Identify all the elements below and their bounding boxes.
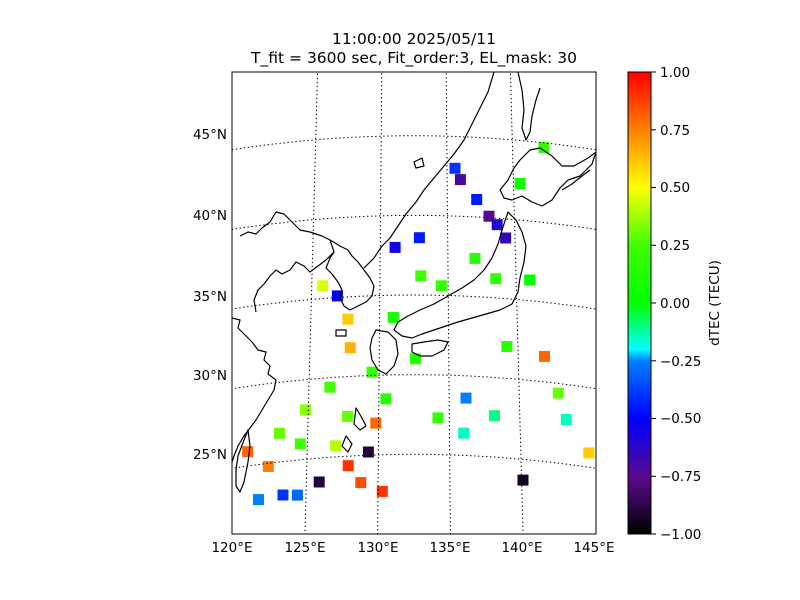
lon-tick-label: 145°E xyxy=(573,540,614,556)
colorbar-tick-label: 0.00 xyxy=(660,296,690,312)
dtec-cell xyxy=(560,414,572,425)
lat-tick-label: 30°N xyxy=(193,368,227,384)
dtec-cell xyxy=(313,476,325,488)
dtec-cell xyxy=(524,274,536,286)
colorbar-tick-label: 0.50 xyxy=(660,180,690,196)
coastline-shikoku xyxy=(411,339,449,357)
dtec-cell xyxy=(432,412,444,424)
dtec-cell xyxy=(454,174,466,186)
coastline-ryukyu xyxy=(353,407,367,431)
dtec-cell xyxy=(458,427,470,439)
dtec-observations xyxy=(242,142,595,506)
lon-tick-label: 130°E xyxy=(357,540,398,556)
lat-tick-label: 45°N xyxy=(193,127,227,143)
coastline-jeju xyxy=(335,329,347,337)
dtec-cell xyxy=(387,312,399,323)
dtec-cell xyxy=(449,162,461,174)
dtec-cell xyxy=(294,438,306,450)
dtec-cell xyxy=(501,341,513,352)
parallel-line xyxy=(232,294,596,310)
dtec-cell xyxy=(376,485,388,497)
coastline-china xyxy=(232,317,277,463)
coastlines xyxy=(232,72,596,493)
parallel-line xyxy=(232,214,596,230)
dtec-cell xyxy=(300,404,311,416)
coastline-kyushu xyxy=(369,329,399,375)
colorbar-tick-label: −0.75 xyxy=(660,469,701,485)
dtec-cell xyxy=(242,446,254,458)
dtec-cell xyxy=(324,381,336,393)
dtec-cell xyxy=(344,342,356,354)
dtec-cell xyxy=(483,210,495,222)
coastline-okinawa xyxy=(341,435,353,453)
lon-tick-label: 120°E xyxy=(211,540,252,556)
dtec-cell xyxy=(362,446,374,458)
colorbar-tick-label: 0.75 xyxy=(660,123,690,139)
coastline-primorye xyxy=(363,72,495,269)
dtec-cell xyxy=(413,232,425,244)
coastline-korea-liaodong xyxy=(239,211,335,313)
dtec-cell xyxy=(514,178,526,189)
colorbar-tick-label: −1.00 xyxy=(660,527,701,543)
parallel-line xyxy=(232,374,596,390)
dtec-cell xyxy=(490,273,502,285)
lon-tick-label: 125°E xyxy=(284,540,325,556)
map-background xyxy=(232,72,596,534)
dtec-cell xyxy=(538,142,550,154)
colorbar-gradient xyxy=(627,71,652,535)
coastline-hokkaido xyxy=(499,147,596,207)
coastline-taiwan xyxy=(235,429,251,493)
dtec-cell xyxy=(342,410,354,422)
coastline-korea xyxy=(325,239,375,311)
dtec-cell xyxy=(409,353,421,365)
dtec-cell xyxy=(253,494,264,506)
lat-tick-label: 40°N xyxy=(193,208,227,224)
dtec-cell xyxy=(342,460,354,472)
dtec-cell xyxy=(500,232,512,244)
chart-subtitle: T_fit = 3600 sec, Fit_order:3, EL_mask: … xyxy=(251,49,577,67)
lat-tick-label: 25°N xyxy=(193,447,227,463)
chart-title: 11:00:00 2025/05/11 xyxy=(332,30,496,48)
colorbar-tick-label: 1.00 xyxy=(660,65,690,81)
dtec-cell xyxy=(460,392,472,404)
dtec-cell xyxy=(277,489,289,501)
coastline-sado-lake xyxy=(413,157,425,169)
colorbar: 1.00 0.75 0.50 0.25 0.00 −0.25 −0.50 −0.… xyxy=(627,65,723,543)
dtec-cell xyxy=(539,350,550,362)
coastline-honshu xyxy=(393,211,527,339)
dtec-cell xyxy=(331,290,343,302)
dtec-cell xyxy=(435,280,447,292)
dtec-cell xyxy=(342,313,354,325)
map-frame xyxy=(231,71,597,535)
graticule xyxy=(232,72,596,534)
coastline-kuril xyxy=(561,169,591,191)
lon-tick-label: 135°E xyxy=(429,540,470,556)
dtec-cell xyxy=(330,440,342,452)
colorbar-label: dTEC (TECU) xyxy=(707,260,723,346)
colorbar-tick-label: −0.50 xyxy=(660,411,701,427)
lon-tick-label: 140°E xyxy=(501,540,542,556)
coastline-sakhalin xyxy=(517,72,541,141)
dtec-cell xyxy=(552,387,564,399)
dtec-cell xyxy=(355,477,367,489)
dtec-cell xyxy=(471,194,483,205)
dtec-cell xyxy=(317,280,329,292)
dtec-cell xyxy=(469,252,481,264)
dtec-cell xyxy=(262,461,274,472)
dtec-cell xyxy=(273,427,285,439)
colorbar-tick-label: −0.25 xyxy=(660,354,701,370)
dtec-cell xyxy=(489,410,500,422)
dtec-cell xyxy=(380,393,392,405)
dtec-cell xyxy=(366,366,378,378)
dtec-cell xyxy=(370,417,382,429)
dtec-cell xyxy=(415,270,427,282)
colorbar-tick-label: 0.25 xyxy=(660,238,690,254)
dtec-cell xyxy=(517,474,529,486)
dtec-cell xyxy=(583,447,595,459)
lat-tick-label: 35°N xyxy=(193,289,227,305)
dtec-cell xyxy=(291,489,303,501)
dtec-cell xyxy=(389,241,401,253)
dtec-cell xyxy=(491,219,503,231)
